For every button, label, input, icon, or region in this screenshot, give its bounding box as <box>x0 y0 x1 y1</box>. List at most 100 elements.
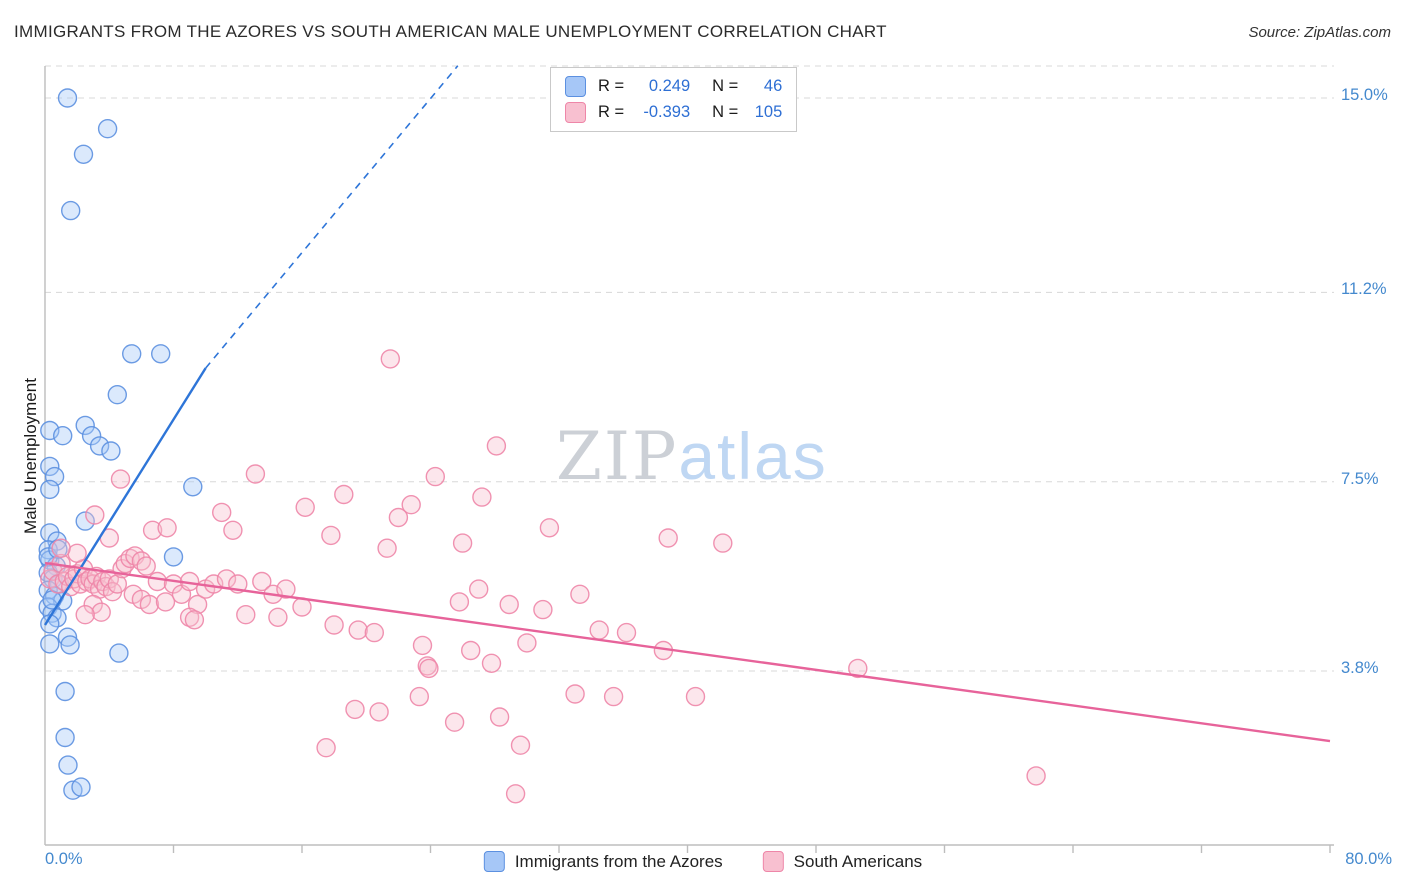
scatter-point-south-americans <box>517 633 537 653</box>
scatter-point-south-americans <box>147 571 168 592</box>
scatter-point-south-americans <box>489 707 510 727</box>
scatter-point-azores <box>73 144 94 165</box>
series-legend-label: South Americans <box>793 851 923 871</box>
scatter-point-south-americans <box>685 686 706 707</box>
scatter-point-azores <box>53 426 73 446</box>
scatter-point-azores <box>97 118 118 139</box>
scatter-point-south-americans <box>1026 766 1046 786</box>
r-value-azores: 0.249 <box>648 77 691 95</box>
watermark-atlas: atlas <box>678 419 828 493</box>
scatter-point-south-americans <box>419 658 439 679</box>
scatter-point-azores <box>71 777 91 797</box>
scatter-point-south-americans <box>533 599 553 620</box>
scatter-point-south-americans <box>324 615 344 635</box>
scatter-point-south-americans <box>155 592 176 612</box>
scatter-point-south-americans <box>452 533 473 553</box>
scatter-point-south-americans <box>472 487 492 507</box>
scatter-point-azores <box>101 441 121 461</box>
scatter-point-south-americans <box>236 605 256 625</box>
series-legend-south-americans: South Americans <box>762 851 923 872</box>
source-attribution: Source: ZipAtlas.com <box>1248 24 1391 41</box>
n-label: N = <box>712 103 739 121</box>
trend-line-azores <box>43 367 207 626</box>
scatter-point-south-americans <box>91 602 111 622</box>
scatter-point-south-americans <box>369 702 389 722</box>
scatter-point-south-americans <box>211 502 232 523</box>
scatter-point-azores <box>58 755 78 775</box>
scatter-point-azores <box>55 727 75 748</box>
x-axis-max-label: 80.0% <box>1345 850 1392 868</box>
azores-legend-swatch <box>483 851 505 872</box>
scatter-point-south-americans <box>136 556 156 576</box>
scatter-point-azores <box>150 344 171 364</box>
scatter-point-south-americans <box>570 584 590 604</box>
scatter-point-south-americans <box>409 686 429 707</box>
scatter-point-south-americans <box>276 579 296 599</box>
scatter-point-azores <box>107 385 128 405</box>
n-value-south-americans: 105 <box>754 103 783 121</box>
azores-swatch <box>565 76 586 97</box>
scatter-point-azores <box>40 634 60 654</box>
x-axis-min-label: 0.0% <box>45 850 83 868</box>
scatter-point-south-americans <box>364 622 384 643</box>
scatter-point-south-americans <box>461 640 481 661</box>
scatter-point-south-americans <box>380 349 400 369</box>
scatter-point-south-americans <box>388 507 409 528</box>
scatter-point-azores <box>75 511 95 531</box>
scatter-point-south-americans <box>401 495 421 515</box>
scatter-point-azores <box>75 415 95 436</box>
scatter-point-south-americans <box>223 520 243 540</box>
scatter-point-south-americans <box>539 518 560 538</box>
legend-row-azores: R = 0.249 N = 46 <box>565 76 782 97</box>
scatter-point-azores <box>40 479 60 500</box>
scatter-point-azores <box>81 426 102 446</box>
scatter-point-south-americans <box>268 607 288 627</box>
scatter-point-south-americans <box>589 620 609 640</box>
scatter-point-south-americans <box>412 635 433 656</box>
scatter-point-azores <box>60 200 81 221</box>
scatter-point-azores <box>57 88 78 108</box>
scatter-point-south-americans <box>321 525 341 546</box>
scatter-point-south-americans <box>377 538 397 558</box>
scatter-point-azores <box>163 547 184 567</box>
r-value-south-americans: -0.393 <box>643 103 691 121</box>
scatter-point-azores <box>57 627 78 647</box>
scatter-point-south-americans <box>469 579 489 599</box>
scatter-point-south-americans <box>713 533 733 553</box>
trend-line-south-americans <box>44 561 1331 743</box>
scatter-point-south-americans <box>481 653 502 673</box>
scatter-point-south-americans <box>425 466 445 487</box>
r-label: R = <box>598 77 625 95</box>
scatter-point-south-americans <box>157 518 177 538</box>
scatter-point-south-americans <box>848 658 868 679</box>
series-legend: Immigrants from the Azores South America… <box>483 851 923 872</box>
scatter-point-azores <box>183 477 203 497</box>
scatter-point-south-americans <box>658 528 678 548</box>
scatter-point-south-americans <box>142 520 163 540</box>
legend-row-south-americans: R = -0.393 N = 105 <box>565 102 782 123</box>
scatter-point-south-americans <box>510 735 531 755</box>
scatter-point-south-americans <box>75 605 95 625</box>
trend-extension-azores <box>205 65 459 369</box>
r-label: R = <box>598 103 625 121</box>
scatter-point-south-americans <box>345 699 365 720</box>
scatter-point-south-americans <box>565 684 585 704</box>
scatter-point-azores <box>109 643 129 663</box>
scatter-point-south-americans <box>486 436 507 456</box>
south-americans-swatch <box>565 102 586 123</box>
correlation-legend: R = 0.249 N = 46 R = -0.393 N = 105 <box>550 67 798 132</box>
series-legend-azores: Immigrants from the Azores <box>483 851 723 872</box>
scatter-point-south-americans <box>348 620 368 640</box>
scatter-point-azores <box>40 614 60 634</box>
scatter-point-south-americans <box>505 784 526 804</box>
scatter-point-south-americans <box>334 484 354 505</box>
scatter-point-south-americans <box>184 610 205 630</box>
scatter-point-south-americans <box>444 712 465 732</box>
scatter-point-south-americans <box>83 594 103 615</box>
scatter-point-south-americans <box>67 543 87 563</box>
scatter-point-south-americans <box>603 686 624 707</box>
scatter-point-azores <box>55 681 75 702</box>
scatter-point-south-americans <box>110 469 131 489</box>
